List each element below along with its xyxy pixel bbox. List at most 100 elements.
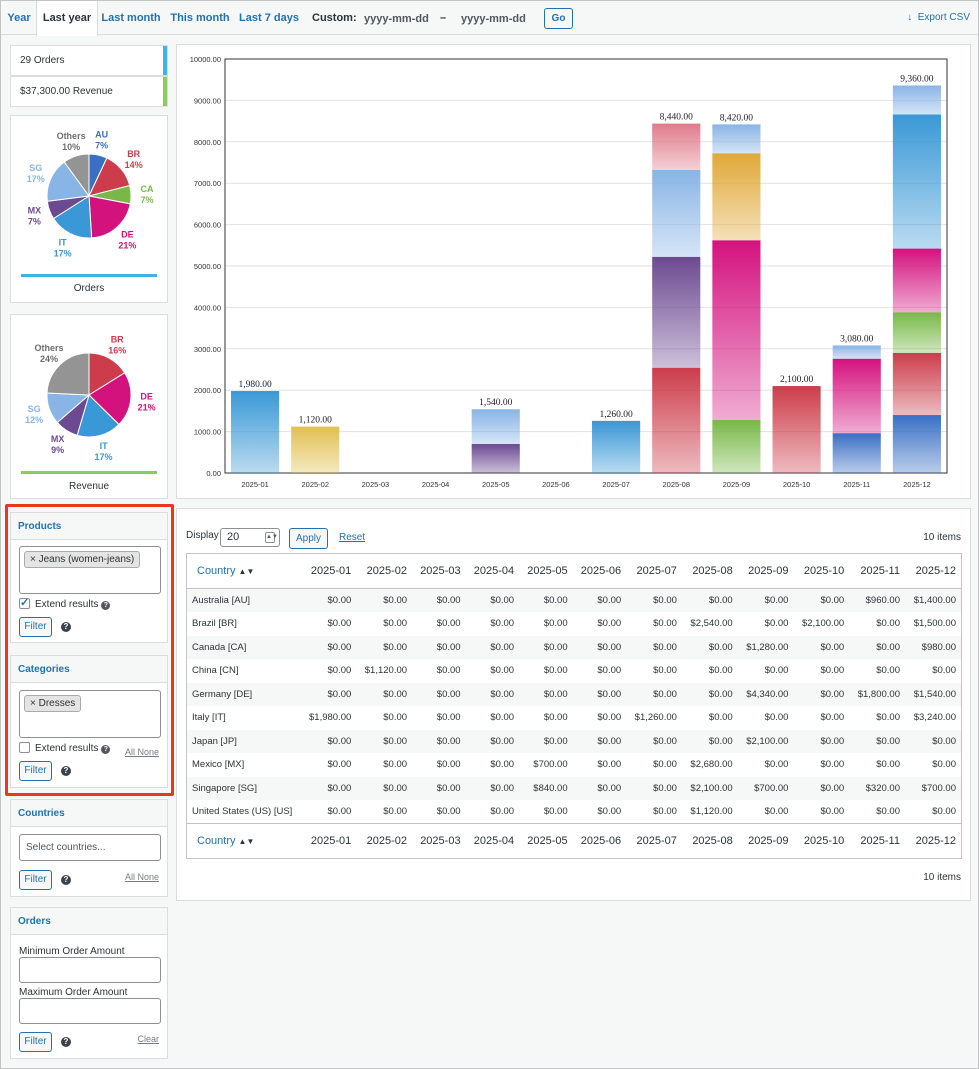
apply-button[interactable]: Apply: [289, 528, 328, 549]
value-cell: $0.00: [543, 712, 568, 724]
orders-summary[interactable]: 29 Orders: [10, 45, 168, 76]
help-icon[interactable]: ?: [101, 601, 111, 610]
display-count-input[interactable]: 20 ▲▼: [220, 528, 280, 547]
products-filter-button[interactable]: Filter: [19, 617, 52, 637]
tab-year[interactable]: Year: [7, 12, 31, 24]
pie-label: MX: [51, 434, 65, 444]
value-cell: $0.00: [820, 759, 845, 771]
pie-label: AU: [95, 129, 108, 139]
pie-percent: 21%: [138, 402, 156, 412]
value-cell: $0.00: [597, 595, 622, 606]
country-column-footer[interactable]: Country ▲▼: [186, 823, 301, 859]
value-cell: $0.00: [327, 688, 352, 700]
category-chip[interactable]: × Dresses: [24, 695, 82, 712]
countries-all-link[interactable]: All: [124, 872, 135, 882]
value-cell: $2,540.00: [690, 618, 733, 630]
sort-icon[interactable]: ▲▼: [238, 567, 255, 576]
pie-slice-de: [88, 195, 131, 239]
value-cell: $0.00: [383, 712, 408, 724]
value-cell: $0.00: [543, 595, 568, 606]
product-chip[interactable]: × Jeans (women-jeans): [24, 551, 141, 568]
value-cell: $0.00: [490, 665, 515, 677]
tab-last-year[interactable]: Last year: [36, 1, 98, 36]
stacked-bar-chart: 0.00 1000.00 2000.00 3000.00 4000.00 5000.00 6…: [190, 55, 948, 489]
value-cell: $0.00: [327, 595, 352, 606]
categories-select[interactable]: × Dresses: [19, 690, 161, 738]
country-cell: Canada [CA]: [192, 641, 247, 653]
pie-slice-it: [76, 394, 120, 438]
y-tick-label: 0.00: [206, 469, 221, 478]
tab-last-month[interactable]: Last month: [101, 12, 161, 24]
orders-filter-button[interactable]: Filter: [19, 1032, 52, 1052]
sort-icon[interactable]: ▲▼: [238, 837, 255, 846]
country-column-header[interactable]: Country ▲▼: [186, 553, 301, 589]
products-select[interactable]: × Jeans (women-jeans): [19, 546, 161, 594]
x-tick-label: 2025-03: [362, 480, 390, 489]
categories-all-link[interactable]: All: [124, 747, 135, 757]
export-csv-link[interactable]: ↓ Export CSV: [907, 1, 970, 35]
value-cell: $1,400.00: [913, 595, 956, 606]
reset-link[interactable]: Reset: [339, 532, 366, 543]
help-icon[interactable]: ?: [61, 1037, 71, 1047]
products-filter: Products × Jeans (women-jeans) Extend re…: [10, 512, 168, 643]
help-icon[interactable]: ?: [61, 766, 71, 776]
pie-percent: 17%: [95, 452, 113, 462]
categories-none-link[interactable]: None: [137, 747, 159, 757]
value-cell: $0.00: [708, 688, 733, 700]
chip-remove-icon[interactable]: ×: [30, 698, 36, 709]
end-date-input[interactable]: yyyy-mm-dd: [461, 13, 526, 25]
products-extend-checkbox[interactable]: [19, 596, 30, 609]
value-cell: $0.00: [436, 712, 461, 724]
bar-total-label: 8,440.00: [660, 113, 694, 123]
month-column-footer: 2025-07: [626, 823, 682, 859]
table-panel: Display 20 ▲▼ Apply Reset 10 items Count…: [176, 508, 971, 901]
bar-segment: [592, 420, 641, 473]
country-cell: China [CN]: [192, 665, 239, 677]
categories-filter-button[interactable]: Filter: [19, 761, 52, 781]
orders-clear-link[interactable]: Clear: [137, 1034, 159, 1044]
orders-filter-title[interactable]: Orders: [11, 908, 167, 935]
go-button[interactable]: Go: [544, 8, 573, 29]
bar-segment: [652, 256, 701, 368]
stepper-icon[interactable]: ▲▼: [265, 532, 278, 543]
revenue-color-bar: [163, 77, 167, 106]
value-cell: $2,100.00: [690, 782, 733, 794]
categories-filter-title[interactable]: Categories: [11, 656, 167, 683]
pie-label: BR: [127, 149, 140, 159]
x-tick-label: 2025-04: [422, 480, 450, 489]
help-icon[interactable]: ?: [61, 875, 71, 885]
products-filter-title[interactable]: Products: [11, 513, 167, 540]
categories-filter: Categories × Dresses Extend results? All…: [10, 655, 168, 788]
value-cell: $0.00: [327, 665, 352, 677]
start-date-input[interactable]: yyyy-mm-dd: [364, 13, 429, 25]
help-icon[interactable]: ?: [101, 745, 111, 754]
min-order-input[interactable]: [19, 957, 161, 983]
value-cell: $0.00: [653, 641, 677, 653]
value-cell: $2,100.00: [746, 735, 789, 747]
y-tick-label: 10000.00: [190, 55, 221, 64]
month-column-footer: 2025-08: [681, 823, 738, 859]
pie-slice-others: [46, 352, 90, 396]
value-cell: $0.00: [327, 806, 352, 817]
countries-none-link[interactable]: None: [137, 872, 159, 882]
bar-segment: [712, 420, 761, 473]
bar-segment: [832, 433, 881, 473]
value-cell: $0.00: [820, 641, 845, 653]
categories-extend-checkbox[interactable]: [19, 742, 30, 753]
countries-filter-button[interactable]: Filter: [19, 870, 52, 890]
value-cell: $0.00: [490, 618, 515, 630]
tab-this-month[interactable]: This month: [170, 12, 230, 24]
country-cell: Germany [DE]: [192, 688, 253, 700]
help-icon[interactable]: ?: [61, 622, 71, 632]
countries-select[interactable]: Select countries...: [19, 834, 161, 861]
value-cell: $0.00: [876, 759, 900, 771]
max-order-input[interactable]: [19, 998, 161, 1024]
revenue-summary[interactable]: $37,300.00 Revenue: [10, 76, 168, 107]
pie-percent: 10%: [62, 142, 80, 152]
value-cell: $4,340.00: [746, 688, 789, 700]
country-cell: Italy [IT]: [192, 712, 226, 724]
chip-remove-icon[interactable]: ×: [30, 554, 36, 565]
countries-filter-title[interactable]: Countries: [11, 800, 167, 827]
value-cell: $0.00: [436, 618, 461, 630]
tab-last-7-days[interactable]: Last 7 days: [239, 12, 299, 24]
